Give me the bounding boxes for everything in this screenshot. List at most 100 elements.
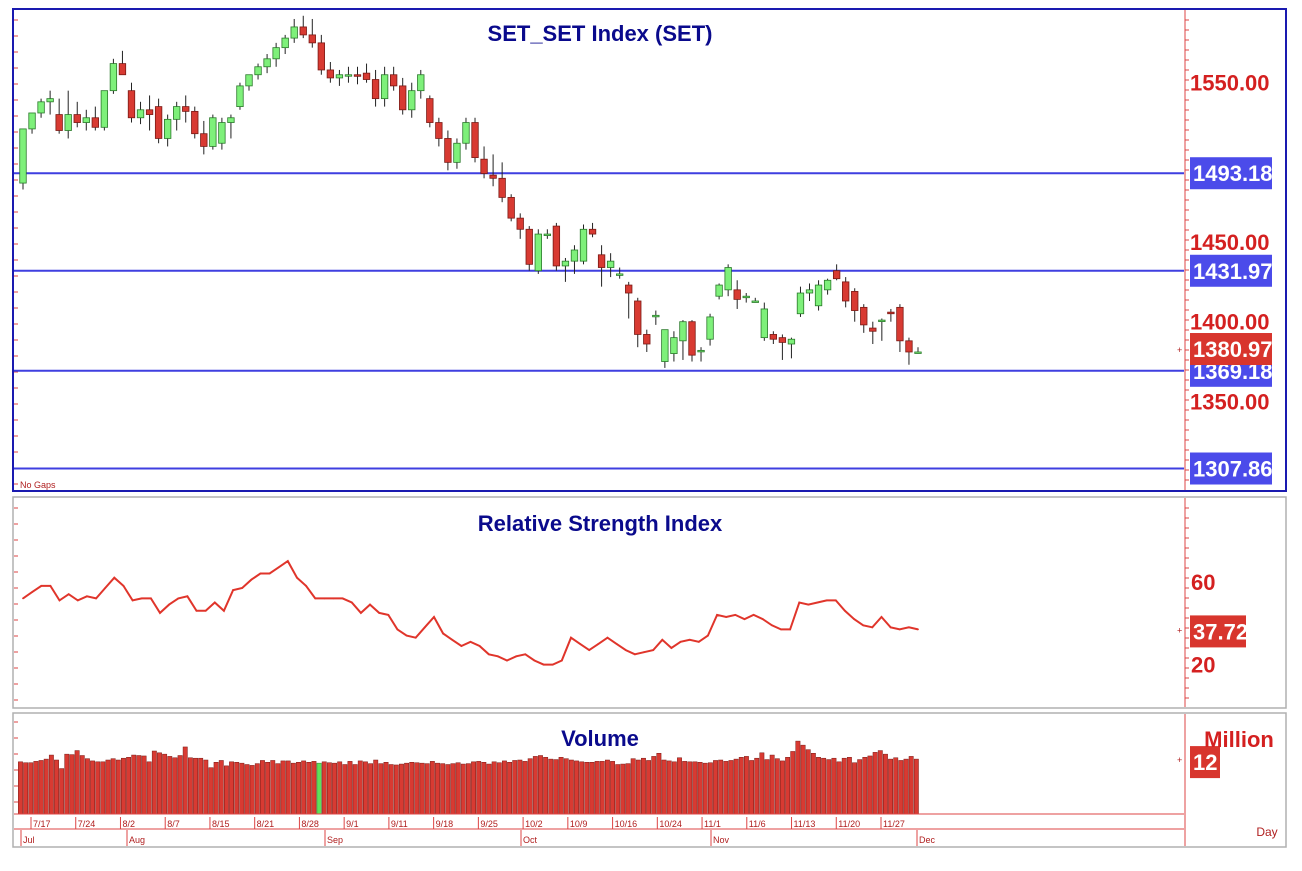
- candle-49: [462, 117, 470, 150]
- candle-body: [163, 118, 172, 139]
- rsi-point-71: [670, 647, 673, 649]
- rsi-point-80: [752, 614, 755, 616]
- rsi-point-31: [305, 585, 308, 587]
- volume-bar-14: [90, 760, 95, 815]
- rsi-point-97: [907, 626, 910, 629]
- volume-bar-122: [646, 760, 652, 815]
- price-panel-frame: [12, 8, 1287, 492]
- volume-bar-26: [151, 750, 157, 815]
- candlesticks: [19, 15, 922, 368]
- volume-bar-107: [568, 759, 574, 815]
- volume-last-tag: 12: [1190, 746, 1220, 779]
- volume-bar-31: [177, 755, 183, 815]
- volume-bar-132: [697, 762, 703, 815]
- rsi-panel-frame: [12, 496, 1287, 709]
- candle-80: [742, 293, 750, 303]
- candle-body: [498, 177, 506, 198]
- candle-98: [905, 337, 913, 365]
- rsi-point-65: [615, 643, 618, 645]
- rsi-point-2: [40, 585, 43, 587]
- rsi-point-88: [825, 599, 828, 602]
- volume-bar-115: [610, 761, 615, 815]
- candle-46: [435, 117, 443, 147]
- rsi-point-23: [232, 589, 234, 591]
- volume-bar-165: [867, 755, 873, 815]
- candle-36: [344, 66, 353, 83]
- candle-body: [742, 295, 750, 299]
- volume-last-tag-text: 12: [1193, 750, 1217, 775]
- volume-bar-57: [311, 761, 317, 815]
- rsi-point-81: [761, 618, 764, 620]
- volume-bar-133: [702, 762, 708, 815]
- candle-26: [254, 63, 262, 80]
- rsi-point-44: [423, 626, 426, 629]
- date-label-13: 10/16: [615, 819, 638, 829]
- volume-bar-138: [728, 760, 734, 815]
- volume-bar-114: [604, 759, 610, 815]
- rsi-point-3: [49, 585, 52, 587]
- candle-41: [390, 66, 398, 91]
- volume-bar-154: [810, 753, 816, 815]
- candle-body: [118, 63, 127, 76]
- volume-title: Volume: [561, 726, 639, 751]
- volume-bar-22: [131, 754, 137, 815]
- candle-79: [733, 280, 741, 309]
- rsi-point-0: [22, 597, 24, 600]
- candle-18: [182, 95, 190, 123]
- rsi-point-56: [533, 659, 536, 662]
- rsi-point-27: [268, 572, 271, 575]
- candle-body: [832, 270, 841, 280]
- volume-bar-131: [692, 761, 698, 815]
- rsi-point-53: [506, 659, 508, 662]
- rsi-point-77: [725, 616, 728, 618]
- candle-29: [281, 34, 289, 55]
- volume-bar-82: [440, 763, 446, 815]
- candle-body: [751, 300, 759, 303]
- candle-body: [335, 74, 344, 79]
- candle-body: [73, 114, 81, 123]
- candle-71: [661, 329, 669, 368]
- volume-bar-63: [342, 764, 348, 815]
- candle-50: [471, 117, 479, 163]
- date-label-8: 9/11: [391, 819, 408, 829]
- candle-body: [616, 273, 624, 276]
- rsi-point-55: [524, 653, 527, 656]
- candle-91: [842, 277, 850, 308]
- candle-0: [19, 128, 27, 190]
- rsi-point-85: [798, 601, 801, 604]
- candle-69: [643, 329, 651, 352]
- rsi-point-5: [67, 593, 70, 596]
- candle-body: [154, 106, 163, 139]
- candle-body: [100, 90, 109, 128]
- line-tag-3-bg: [1190, 452, 1272, 485]
- candle-68: [634, 297, 642, 348]
- candle-body: [390, 74, 398, 87]
- rsi-point-14: [149, 597, 152, 600]
- date-label-14: 10/24: [659, 819, 682, 829]
- volume-bar-64: [347, 761, 353, 815]
- rsi-point-78: [734, 614, 737, 616]
- x-axis: 7/17 7/24 8/2 8/7 8/15 8/21 8/28 9/1 9/11 9/18 9/2…: [14, 817, 1184, 846]
- rsi-point-38: [369, 603, 371, 606]
- rsi-point-29: [286, 560, 289, 562]
- volume-bar-66: [357, 760, 363, 815]
- candle-15: [154, 98, 163, 144]
- rsi-series: [22, 559, 919, 666]
- volume-bar-109: [579, 761, 585, 815]
- volume-bar-149: [785, 757, 791, 815]
- candle-body: [670, 337, 678, 354]
- volume-bar-157: [826, 759, 832, 815]
- volume-bar-6: [48, 754, 54, 815]
- volume-bar-50: [275, 763, 281, 815]
- volume-bar-126: [666, 760, 672, 815]
- volume-bar-40: [223, 765, 229, 815]
- candle-85: [787, 337, 796, 359]
- candle-body: [182, 106, 190, 112]
- candle-body: [344, 74, 353, 77]
- volume-bar-93: [496, 762, 502, 815]
- volume-bar-5: [43, 758, 49, 815]
- volume-bar-9: [64, 753, 70, 815]
- volume-bar-44: [244, 764, 250, 815]
- rsi-point-93: [871, 626, 874, 629]
- candle-body: [290, 26, 298, 39]
